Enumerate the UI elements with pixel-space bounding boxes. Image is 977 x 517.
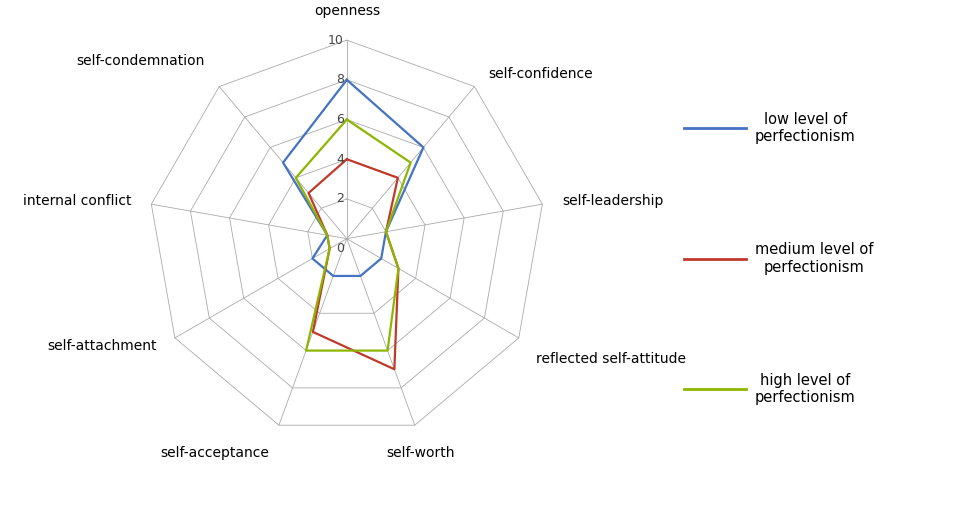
Text: self-condemnation: self-condemnation (76, 54, 205, 68)
Text: 6: 6 (336, 113, 344, 126)
Text: self-confidence: self-confidence (488, 67, 593, 81)
Text: self-acceptance: self-acceptance (160, 446, 270, 460)
Text: 2: 2 (336, 192, 344, 205)
Text: low level of
perfectionism: low level of perfectionism (754, 112, 856, 144)
Text: self-worth: self-worth (386, 446, 454, 460)
Text: high level of
perfectionism: high level of perfectionism (754, 373, 856, 405)
Text: medium level of
perfectionism: medium level of perfectionism (754, 242, 873, 275)
Text: reflected self-attitude: reflected self-attitude (536, 352, 687, 366)
Text: self-attachment: self-attachment (48, 339, 157, 353)
Text: self-leadership: self-leadership (562, 194, 663, 208)
Text: 8: 8 (336, 73, 344, 86)
Text: openness: openness (314, 4, 380, 18)
Text: 10: 10 (328, 34, 344, 47)
Text: 4: 4 (336, 153, 344, 166)
Text: internal conflict: internal conflict (23, 194, 132, 208)
Text: 0: 0 (336, 241, 344, 255)
